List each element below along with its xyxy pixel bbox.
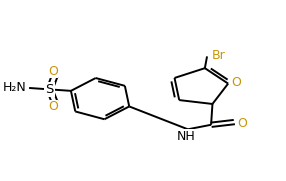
Text: H₂N: H₂N bbox=[3, 81, 26, 94]
Text: S: S bbox=[45, 83, 54, 96]
Text: O: O bbox=[48, 100, 58, 113]
Text: O: O bbox=[237, 117, 247, 130]
Text: O: O bbox=[48, 65, 58, 78]
Text: Br: Br bbox=[212, 49, 225, 62]
Text: NH: NH bbox=[177, 130, 196, 143]
Text: O: O bbox=[231, 76, 241, 89]
